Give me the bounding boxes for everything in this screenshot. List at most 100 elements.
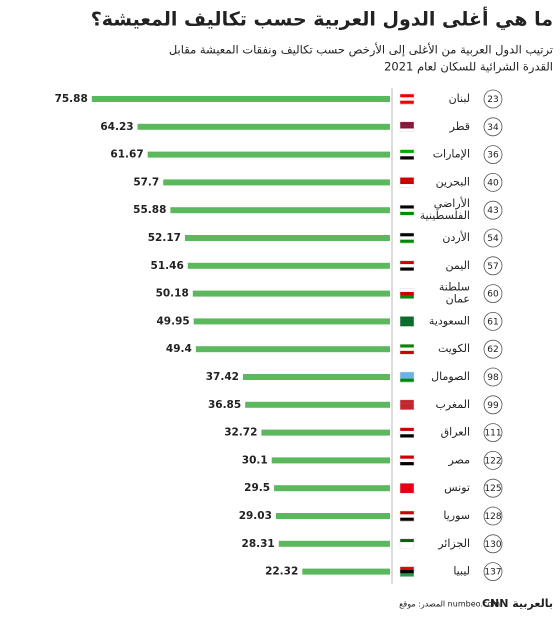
bar <box>274 485 390 492</box>
category-label: المغرب <box>436 398 471 411</box>
value-label: 57.7 <box>133 176 159 188</box>
value-label: 49.95 <box>156 315 189 327</box>
rank-circle <box>483 450 503 470</box>
flag-border <box>399 121 415 133</box>
category-label: الجزائر <box>437 537 470 550</box>
bar <box>91 96 391 102</box>
category-label: سلطنة عمان <box>439 281 470 306</box>
flag <box>400 100 414 105</box>
flag <box>400 486 414 491</box>
flag <box>400 399 414 404</box>
rank-circle <box>483 423 503 443</box>
bar <box>271 457 390 464</box>
flag <box>400 149 414 154</box>
flag <box>400 295 414 299</box>
value-label: 28.31 <box>242 538 275 550</box>
value-label: 50.18 <box>156 288 189 300</box>
flag-border <box>399 399 415 411</box>
flag <box>400 403 414 407</box>
flag <box>400 316 414 320</box>
category-label: البحرين <box>436 175 470 188</box>
flag <box>400 350 414 355</box>
rank-label: 40 <box>487 178 499 188</box>
rank-circle <box>483 145 503 165</box>
rank-label: 60 <box>487 290 499 300</box>
category-label: الأراضي الفلسطينية <box>420 196 470 222</box>
flag <box>400 94 414 98</box>
rank-circle <box>483 228 503 248</box>
flag <box>400 458 414 463</box>
rank-label: 61 <box>487 317 498 327</box>
rank-label: 130 <box>484 540 501 550</box>
flag <box>400 291 414 296</box>
flag-border <box>399 538 415 550</box>
bar <box>193 318 390 325</box>
category-label: الأردن <box>442 230 470 244</box>
rank-label: 111 <box>484 429 501 439</box>
flag <box>400 211 414 216</box>
rank-circle <box>483 89 503 109</box>
flag <box>400 208 414 213</box>
flag-border <box>399 149 415 160</box>
rank-label: 98 <box>487 373 499 383</box>
value-label: 36.85 <box>208 399 241 411</box>
bar <box>137 123 390 130</box>
bar <box>242 374 390 380</box>
flag <box>400 489 414 494</box>
category-label: ليبيا <box>453 565 470 578</box>
flag <box>400 260 414 265</box>
flag <box>400 427 414 432</box>
rank-circle <box>483 534 503 554</box>
flag <box>400 267 414 271</box>
bar <box>147 151 390 158</box>
flag <box>400 372 414 376</box>
bar <box>278 540 390 547</box>
flag-border <box>399 316 415 327</box>
flag <box>400 97 414 101</box>
flag <box>400 545 414 549</box>
value-label: 55.88 <box>133 204 166 216</box>
value-label: 30.1 <box>242 454 268 466</box>
logo: CNN بالعربية <box>482 597 553 610</box>
bar <box>195 346 390 353</box>
flag <box>400 566 414 571</box>
flag <box>400 375 414 379</box>
bar <box>245 401 390 408</box>
flag <box>400 347 414 352</box>
bar <box>192 290 390 297</box>
flag-border <box>399 93 415 105</box>
value-label: 32.72 <box>224 427 257 439</box>
flag <box>400 205 414 209</box>
rank-label: 57 <box>487 262 498 272</box>
rank-circle <box>483 395 503 415</box>
bar <box>184 235 390 241</box>
rank-circle <box>483 284 503 304</box>
flag <box>400 517 414 522</box>
flag <box>400 128 414 132</box>
rank-circle <box>483 172 503 192</box>
flag-border <box>399 232 415 244</box>
category-label: السعودية <box>429 314 470 327</box>
flag-border <box>399 343 415 355</box>
flag-border <box>399 566 415 577</box>
category-label: تونس <box>444 481 470 494</box>
flag <box>400 152 414 157</box>
category-label: سوريا <box>443 509 470 522</box>
flag <box>400 125 414 129</box>
flag-border <box>399 177 415 188</box>
category-label: العراق <box>441 426 470 439</box>
category-label: اليمن <box>446 259 470 272</box>
flag <box>400 156 414 160</box>
bar <box>275 513 390 519</box>
flag-border <box>399 455 415 466</box>
flag <box>400 323 414 327</box>
flag <box>400 406 414 410</box>
flag <box>400 573 414 577</box>
flag <box>400 264 414 268</box>
rank-label: 34 <box>487 123 499 133</box>
value-label: 61.67 <box>110 149 143 161</box>
bar <box>170 207 390 214</box>
flag <box>400 434 414 438</box>
flag <box>400 239 414 244</box>
value-label: 52.17 <box>148 232 181 244</box>
